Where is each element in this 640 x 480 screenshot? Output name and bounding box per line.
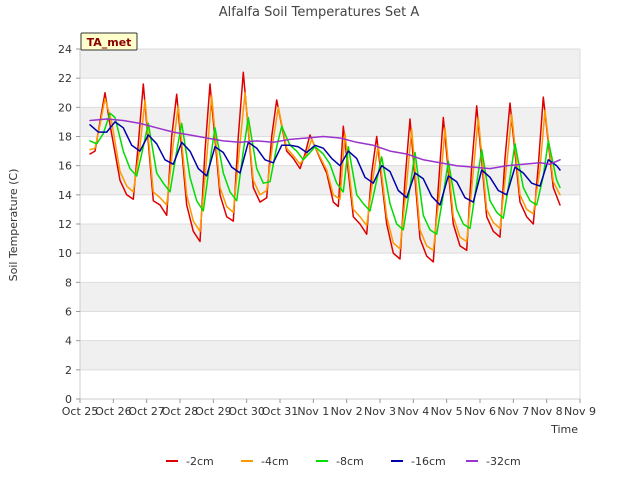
legend-label: -2cm <box>186 455 214 468</box>
y-tick-label: 6 <box>65 306 72 319</box>
x-tick-label: Nov 3 <box>364 405 396 418</box>
annotation-box <box>80 32 138 51</box>
x-tick-label: Oct 26 <box>95 405 132 418</box>
x-tick-label: Nov 4 <box>397 405 429 418</box>
x-tick-label: Oct 25 <box>62 405 99 418</box>
series-line-4cmcm <box>89 92 561 252</box>
plot-band <box>80 107 580 137</box>
y-tick-label: 10 <box>58 247 72 260</box>
y-tick-label: 18 <box>58 131 72 144</box>
y-tick-label: 4 <box>65 335 72 348</box>
plot-band <box>80 49 580 79</box>
y-tick-label: 12 <box>58 218 72 231</box>
legend-label: -4cm <box>261 455 289 468</box>
x-tick-label: Nov 8 <box>531 405 563 418</box>
series-lines <box>89 71 561 263</box>
y-tick-label: 20 <box>58 101 72 114</box>
y-tick-label: 14 <box>58 189 72 202</box>
plot-band <box>80 340 580 370</box>
y-tick-label: 8 <box>65 276 72 289</box>
x-tick-label: Nov 9 <box>564 405 596 418</box>
annotation-text: TA_met <box>87 36 132 49</box>
chart-title: Alfalfa Soil Temperatures Set A <box>219 5 420 20</box>
legend-label: -8cm <box>336 455 364 468</box>
x-tick-label: Oct 28 <box>162 405 199 418</box>
y-tick-label: 24 <box>58 43 72 56</box>
x-tick-label: Nov 6 <box>464 405 496 418</box>
y-tick-label: 22 <box>58 72 72 85</box>
series-line-32cmcm <box>89 118 561 170</box>
plot-band <box>80 224 580 254</box>
x-tick-label: Oct 30 <box>228 405 265 418</box>
y-tick-label: 16 <box>58 160 72 173</box>
series-line-16cmcm <box>89 121 561 206</box>
x-tick-label: Oct 31 <box>262 405 299 418</box>
y-tick-label: 2 <box>65 364 72 377</box>
x-axis-label: Time <box>550 423 578 436</box>
x-tick-label: Nov 2 <box>331 405 363 418</box>
x-tick-label: Nov 5 <box>431 405 463 418</box>
x-tick-label: Oct 27 <box>128 405 165 418</box>
legend-label: -16cm <box>411 455 446 468</box>
x-tick-label: Nov 1 <box>297 405 329 418</box>
y-tick-label: 0 <box>65 393 72 406</box>
x-tick-label: Nov 7 <box>497 405 529 418</box>
x-tick-label: Oct 29 <box>195 405 232 418</box>
series-line-8cmcm <box>89 112 561 235</box>
plot-band <box>80 282 580 312</box>
legend-label: -32cm <box>486 455 521 468</box>
y-axis-label: Soil Temperature (C) <box>7 169 20 282</box>
legend: -2cm -4cm -8cm -16cm -32cm <box>166 455 521 468</box>
annotation-tag: TA_met <box>80 32 138 51</box>
